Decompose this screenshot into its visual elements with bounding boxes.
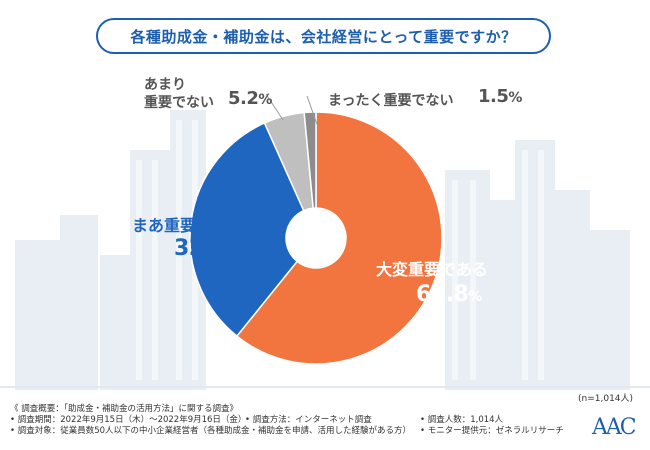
title-box: 各種助成金・補助金は、会社経営にとって重要ですか？ [96, 18, 551, 54]
survey-method: • 調査方法：インターネット調査 [245, 415, 372, 425]
label-somewhat-important: まあ重要である [132, 216, 244, 235]
percent-sign-somewhat: % [226, 243, 241, 259]
leader-line-not-very [265, 93, 284, 121]
value-very-important-number: 60.8 [416, 282, 469, 307]
value-not-very: 5.2% [228, 88, 272, 109]
survey-title: 《 調査概要：「助成金・補助金の活用方法」に関する調査》 [10, 404, 238, 414]
label-very-important: 大変重要である [376, 260, 488, 279]
leader-line-not-at-all [306, 95, 319, 128]
survey-period: • 調査期間：2022年9月15日（木）～2022年9月16日（金） [10, 415, 247, 425]
label-not-very-line2: 重要でない [144, 95, 214, 111]
value-somewhat-important: 32.5% [174, 236, 240, 261]
percent-sign-very: % [468, 289, 483, 305]
slice-somewhat-important [189, 122, 305, 338]
value-very-important: 60.8% [416, 282, 482, 307]
footer-row-2: • 調査期間：2022年9月15日（木）～2022年9月16日（金） • 調査方… [10, 415, 610, 426]
donut-chart [189, 93, 443, 365]
company-logo: AAC [592, 415, 637, 440]
slice-very-important [235, 111, 443, 365]
value-not-at-all: 1.5% [478, 86, 522, 107]
label-not-at-all: まったく重要でない [328, 93, 454, 109]
value-not-very-number: 5.2 [228, 88, 259, 109]
survey-provider: • モニター提供元：ゼネラルリサーチ [420, 426, 564, 436]
percent-sign-not-very: % [258, 92, 273, 108]
percent-sign-not-at-all: % [508, 90, 523, 106]
survey-target: • 調査対象：従業員数50人以下の中小企業経営者（各種助成金・補助金を申請、活用… [10, 426, 412, 436]
leader-lines [265, 93, 319, 128]
ground-line [0, 386, 650, 388]
value-somewhat-important-number: 32.5 [174, 236, 227, 261]
slice-not-at-all-important [303, 111, 317, 209]
footer-row-3: • 調査対象：従業員数50人以下の中小企業経営者（各種助成金・補助金を申請、活用… [10, 426, 610, 437]
survey-overview: 《 調査概要：「助成金・補助金の活用方法」に関する調査》 • 調査期間：2022… [10, 404, 610, 437]
chart-title: 各種助成金・補助金は、会社経営にとって重要ですか？ [130, 27, 517, 46]
sample-size-note: (n=1,014人) [578, 394, 634, 404]
footer-row-1: 《 調査概要：「助成金・補助金の活用方法」に関する調査》 [10, 404, 610, 415]
value-not-at-all-number: 1.5 [478, 86, 509, 107]
survey-count: • 調査人数：1,014人 [420, 415, 504, 425]
skyline-background [0, 110, 650, 390]
label-not-very-line1: あまり [144, 77, 186, 93]
donut-slices [189, 111, 443, 365]
